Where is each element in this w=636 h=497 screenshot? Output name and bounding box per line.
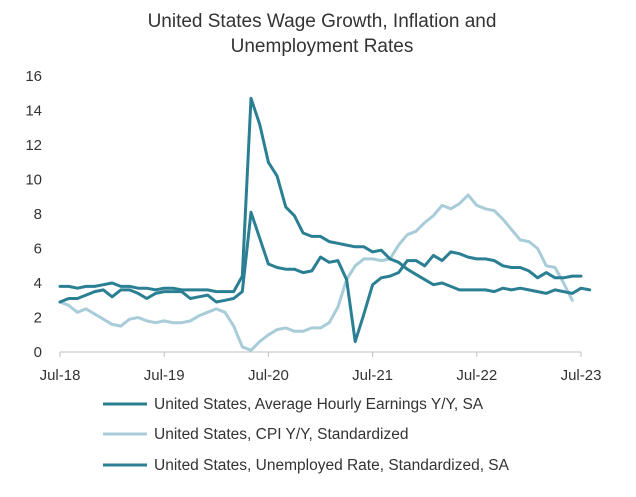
y-tick-label: 6 [34, 241, 42, 258]
x-tick-label: Jul-23 [561, 367, 602, 384]
y-tick-label: 10 [25, 172, 42, 189]
legend-item-average-hourly-earnings[interactable]: United States, Average Hourly Earnings Y… [103, 396, 484, 413]
x-tick-label: Jul-19 [144, 367, 185, 384]
x-tick-label: Jul-22 [456, 367, 497, 384]
legend: United States, Average Hourly Earnings Y… [103, 396, 510, 474]
y-tick-label: 14 [25, 103, 42, 120]
y-axis: 0 2 4 6 8 10 12 14 16 [25, 68, 42, 361]
chart-title-line-2: Unemployment Rates [231, 36, 414, 57]
y-tick-label: 2 [34, 310, 42, 327]
plot-area [58, 96, 592, 352]
chart-title-line-1: United States Wage Growth, Inflation and [148, 11, 497, 32]
series-line-unemployed-rate [58, 96, 592, 295]
y-tick-label: 16 [25, 68, 42, 85]
y-tick-label: 8 [34, 206, 42, 223]
series-line-cpi [58, 193, 574, 352]
y-tick-label: 4 [34, 275, 42, 292]
y-tick-label: 0 [34, 344, 42, 361]
legend-label-average-hourly-earnings: United States, Average Hourly Earnings Y… [154, 396, 484, 413]
series-line-average-hourly-earnings [58, 210, 583, 344]
x-tick-label: Jul-18 [40, 367, 81, 384]
x-tick-label: Jul-20 [248, 367, 289, 384]
y-tick-label: 12 [25, 137, 42, 154]
legend-label-unemployed-rate: United States, Unemployed Rate, Standard… [154, 457, 510, 474]
legend-item-unemployed-rate[interactable]: United States, Unemployed Rate, Standard… [103, 457, 510, 474]
x-tick-label: Jul-21 [352, 367, 393, 384]
x-axis: Jul-18 Jul-19 Jul-20 Jul-21 Jul-22 Jul-23 [40, 352, 602, 384]
legend-item-cpi[interactable]: United States, CPI Y/Y, Standardized [103, 426, 408, 443]
legend-label-cpi: United States, CPI Y/Y, Standardized [154, 426, 408, 443]
